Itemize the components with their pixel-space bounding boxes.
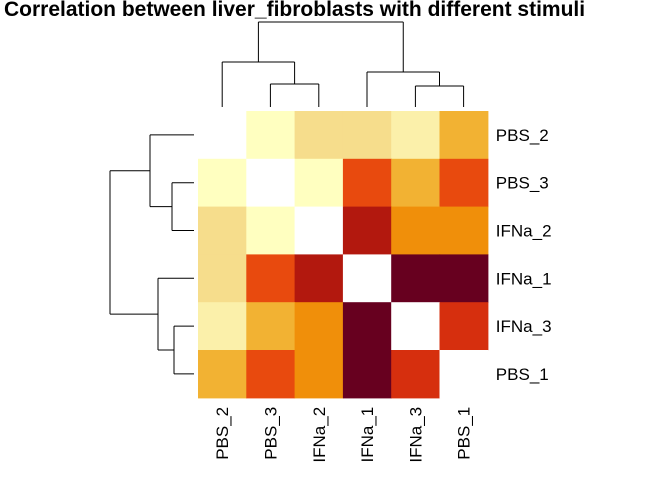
heatmap-cell-PBS_3-IFNa_1 <box>342 158 392 208</box>
heatmap-cell-PBS_1-PBS_2 <box>198 350 247 399</box>
column-labels: PBS_2 PBS_3 IFNa_2 IFNa_1 IFNa_3 PBS_1 <box>213 407 473 463</box>
heatmap-cell-PBS_3-IFNa_2 <box>294 158 344 208</box>
row-labels: PBS_2 PBS_3 IFNa_2 IFNa_1 IFNa_3 PBS_1 <box>496 126 552 384</box>
column-label: PBS_3 <box>261 407 280 460</box>
heatmap-cell-IFNa_3-IFNa_1 <box>342 302 392 351</box>
column-label: IFNa_1 <box>358 407 377 463</box>
column-label: IFNa_2 <box>310 407 329 463</box>
row-label: IFNa_3 <box>496 317 552 336</box>
heatmap-cell-IFNa_1-IFNa_1 <box>342 254 392 303</box>
heatmap-cell-PBS_2-PBS_1 <box>439 111 489 160</box>
heatmap-cell-PBS_1-PBS_3 <box>246 350 296 399</box>
row-label: IFNa_2 <box>496 222 552 241</box>
heatmap-cell-IFNa_3-IFNa_3 <box>391 302 441 351</box>
heatmap-cell-PBS_1-IFNa_2 <box>294 350 344 399</box>
heatmap-cell-PBS_2-IFNa_3 <box>391 111 441 160</box>
heatmap-cell-IFNa_2-IFNa_3 <box>391 206 441 255</box>
heatmap-cell-PBS_3-PBS_1 <box>439 158 489 208</box>
heatmap-cell-IFNa_2-PBS_1 <box>439 206 489 255</box>
heatmap-cell-PBS_3-PBS_2 <box>198 158 247 208</box>
heatmap-cell-PBS_1-IFNa_1 <box>342 350 392 399</box>
heatmap-cell-IFNa_2-PBS_3 <box>246 206 296 255</box>
column-label: PBS_2 <box>213 407 232 460</box>
heatmap-cell-IFNa_3-PBS_3 <box>246 302 296 351</box>
row-label: PBS_2 <box>496 126 549 145</box>
heatmap-cell-IFNa_2-PBS_2 <box>198 206 247 255</box>
heatmap-cell-IFNa_3-PBS_1 <box>439 302 489 351</box>
chart-title: Correlation between liver_fibroblasts wi… <box>4 0 586 21</box>
heatmap-cells <box>198 111 489 399</box>
heatmap-cell-IFNa_2-IFNa_2 <box>294 206 344 255</box>
heatmap-cell-PBS_3-PBS_3 <box>246 158 296 208</box>
column-label: IFNa_3 <box>406 407 425 463</box>
column-dendrogram <box>221 21 465 107</box>
heatmap-cell-IFNa_1-IFNa_3 <box>391 254 441 303</box>
heatmap-cell-PBS_1-PBS_1 <box>439 350 489 399</box>
heatmap-cell-IFNa_1-PBS_3 <box>246 254 296 303</box>
heatmap-cell-IFNa_1-IFNa_2 <box>294 254 344 303</box>
heatmap-cell-IFNa_2-IFNa_1 <box>342 206 392 255</box>
heatmap-cell-PBS_2-IFNa_2 <box>294 111 344 160</box>
heatmap-cell-PBS_2-PBS_2 <box>198 111 247 160</box>
heatmap-cell-IFNa_3-PBS_2 <box>198 302 247 351</box>
heatmap-cell-PBS_2-PBS_3 <box>246 111 296 160</box>
row-label: PBS_3 <box>496 174 549 193</box>
row-label: PBS_1 <box>496 365 549 384</box>
row-label: IFNa_1 <box>496 269 552 288</box>
heatmap-cell-PBS_1-IFNa_3 <box>391 350 441 399</box>
row-dendrogram <box>109 134 194 375</box>
heatmap-cell-PBS_2-IFNa_1 <box>342 111 392 160</box>
heatmap-cell-IFNa_1-PBS_1 <box>439 254 489 303</box>
heatmap-cell-PBS_3-IFNa_3 <box>391 158 441 208</box>
heatmap-cell-IFNa_1-PBS_2 <box>198 254 247 303</box>
column-label: PBS_1 <box>455 407 474 460</box>
heatmap-cell-IFNa_3-IFNa_2 <box>294 302 344 351</box>
